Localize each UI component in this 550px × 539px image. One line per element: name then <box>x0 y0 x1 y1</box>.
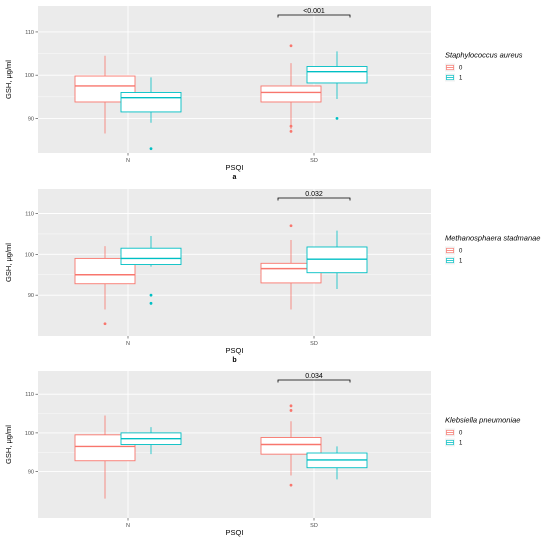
outlier-point <box>289 124 293 128</box>
x-tick-label-N: N <box>126 523 130 529</box>
legend: Staphylococcus aureus 0 1 <box>445 51 523 82</box>
y-tick-label: 90 <box>28 470 34 476</box>
box-N-group1 <box>120 427 182 455</box>
y-tick-label: 100 <box>25 431 34 437</box>
outlier-point <box>149 147 153 151</box>
legend-entry-label: 1 <box>459 441 463 447</box>
significance-bracket <box>277 197 351 201</box>
box-SD-group0 <box>260 44 322 133</box>
outlier-point <box>289 224 293 228</box>
box-N-group0 <box>74 415 136 499</box>
chart-panel-a: 90 100 110 N SD <0.001 PSQI a GSH, μg/ml Staphylo… <box>4 6 523 181</box>
outlier-point <box>289 483 293 487</box>
y-axis-title: GSH, μg/ml <box>4 60 13 99</box>
box-body <box>120 247 182 265</box>
box-SD-group0 <box>260 404 322 487</box>
legend: Klebsiella pneumoniae 0 1 <box>445 416 520 447</box>
legend: Methanosphaera stadmanae 0 1 <box>445 234 540 265</box>
box-N-group1 <box>120 77 182 151</box>
y-tick-label: 110 <box>25 392 34 398</box>
p-value-label: 0.032 <box>305 191 323 198</box>
x-tick-label-SD: SD <box>310 341 318 347</box>
y-tick-label: 90 <box>28 293 34 299</box>
legend-title: Klebsiella pneumoniae <box>445 416 520 425</box>
p-value-label: <0.001 <box>303 8 325 15</box>
significance-bracket <box>277 379 351 383</box>
legend-entry-label: 0 <box>459 249 463 255</box>
panel-letter: b <box>232 357 236 364</box>
outlier-point <box>289 409 293 412</box>
x-tick-label-N: N <box>126 341 130 347</box>
outlier-point <box>289 129 293 133</box>
box-SD-group1 <box>306 51 368 120</box>
outlier-point <box>103 322 107 326</box>
box-body <box>260 437 322 455</box>
panel-letter: a <box>233 174 237 181</box>
outlier-point <box>149 293 153 297</box>
x-tick-label-N: N <box>126 158 130 164</box>
p-value-label: 0.034 <box>305 373 323 380</box>
box-body <box>260 85 322 103</box>
significance-bracket <box>277 14 351 18</box>
legend-entry-label: 1 <box>459 76 463 82</box>
legend-title: Staphylococcus aureus <box>445 51 523 60</box>
box-SD-group1 <box>306 446 368 480</box>
x-tick-label-SD: SD <box>310 158 318 164</box>
y-tick-label: 110 <box>25 212 34 218</box>
y-tick-label: 100 <box>25 252 34 258</box>
y-axis-title: GSH, μg/ml <box>4 425 13 464</box>
box-body <box>306 66 368 84</box>
y-tick-label: 100 <box>25 73 34 79</box>
y-axis-title: GSH, μg/ml <box>4 243 13 282</box>
outlier-point <box>335 117 339 120</box>
x-tick-label-SD: SD <box>310 523 318 529</box>
legend-entry-label: 0 <box>459 431 463 437</box>
outlier-point <box>289 404 293 408</box>
legend-entry-label: 0 <box>459 66 463 72</box>
outlier-point <box>149 301 153 305</box>
x-axis-title: PSQI <box>226 528 244 537</box>
y-tick-label: 110 <box>25 30 34 36</box>
box-SD-group1 <box>306 230 368 290</box>
box-N-group1 <box>120 235 182 305</box>
outlier-point <box>289 44 293 48</box>
x-axis-title: PSQI <box>226 163 244 172</box>
chart-panel-b: 90 100 110 N SD 0.032 PSQI b GSH, μg/ml Methanosp… <box>4 189 540 364</box>
legend-title: Methanosphaera stadmanae <box>445 234 540 243</box>
legend-entry-label: 1 <box>459 259 463 265</box>
box-body <box>120 92 182 113</box>
y-tick-label: 90 <box>28 116 34 122</box>
x-axis-title: PSQI <box>226 346 244 355</box>
